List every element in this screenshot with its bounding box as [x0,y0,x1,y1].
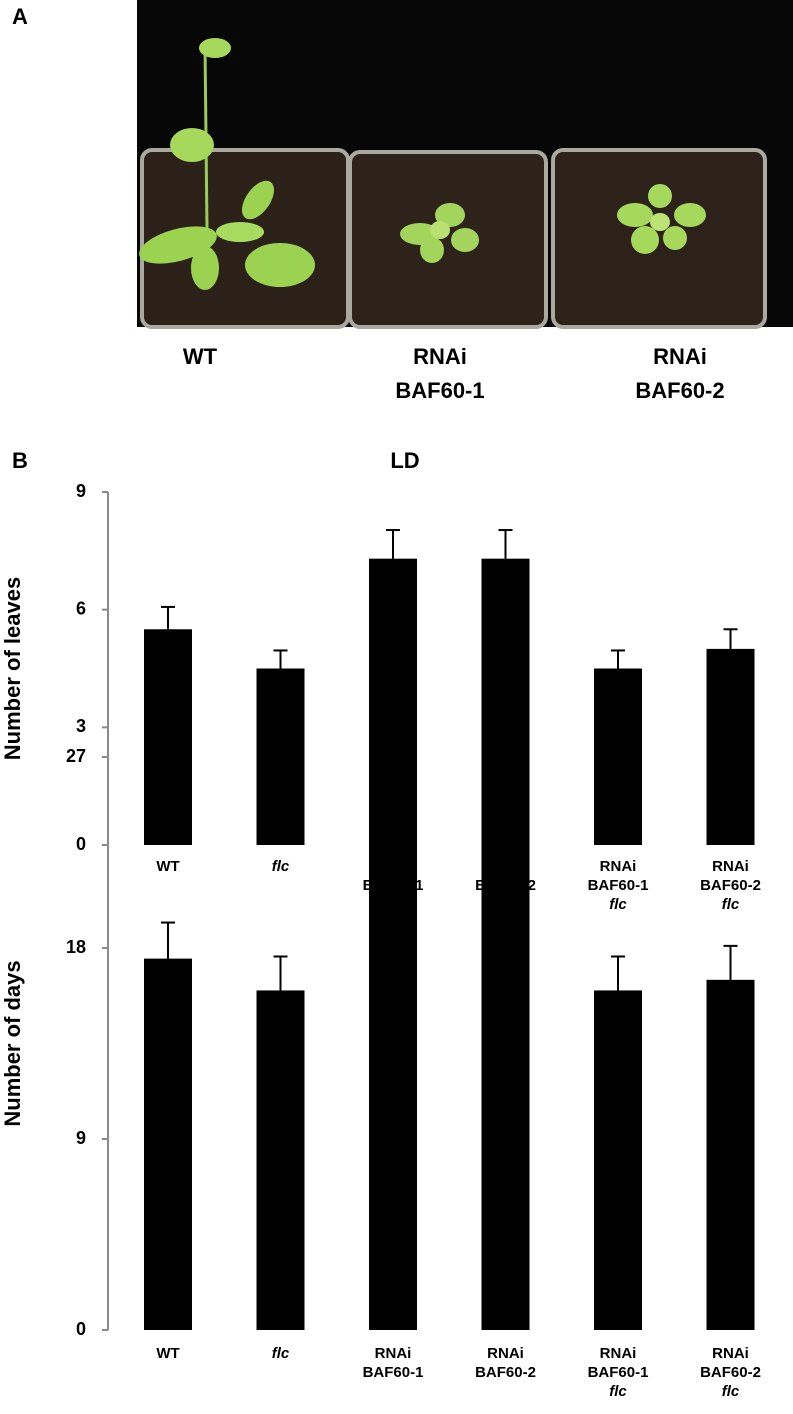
error-bar [723,944,738,980]
bar [594,668,642,845]
error-bar [723,628,738,649]
x-tick-label-line: RNAi [600,858,637,875]
x-tick-label: flc [272,858,290,875]
x-tick-label: RNAi BAF60-2 [475,1345,536,1381]
x-tick-label-line: flc [722,1383,740,1400]
x-tick-label-line: flc [609,1383,627,1400]
bar [594,990,642,1330]
x-tick-label: RNAi BAF60-2 flc [700,858,761,913]
panel-label: A [12,4,28,29]
photo [137,0,793,329]
photo-label-line: BAF60-2 [635,378,724,403]
x-tick-label-line: BAF60-1 [363,1364,424,1381]
error-bar [498,529,513,559]
x-tick-label-line: flc [722,896,740,913]
y-tick-label: 9 [76,481,86,501]
x-tick-label-line: RNAi [375,1345,412,1362]
panel-label: B [12,448,28,473]
error-bar [386,792,400,842]
y-tick-label: 18 [66,937,86,957]
bar [256,668,305,845]
error-bar [161,921,175,959]
chart-title: LD [390,448,419,473]
x-tick-label-line: BAF60-1 [588,877,649,894]
x-tick-label-line: flc [609,896,627,913]
y-tick-label: 0 [76,1319,86,1339]
x-tick-label-line: BAF60-2 [700,877,761,894]
x-tick-label: RNAi BAF60-2 flc [700,1345,761,1400]
photo-label: WT [183,344,218,369]
x-tick-label-line: BAF60-2 [475,1364,536,1381]
x-tick-label: RNAi BAF60-1 [363,1345,424,1381]
x-tick-label-line: WT [156,1345,179,1362]
photo-label-line: RNAi [413,344,467,369]
x-tick-label-line: WT [156,858,179,875]
x-tick-label-line: RNAi [712,1345,749,1362]
y-tick-label: 3 [76,716,86,736]
x-tick-label-line: flc [272,1345,290,1362]
x-tick-label-line: RNAi [487,1345,524,1362]
error-bar [611,649,625,669]
x-tick-label: RNAi BAF60-1 flc [588,858,649,913]
x-tick-label: WT [156,858,179,875]
x-tick-label-line: flc [272,858,290,875]
bar [369,841,417,1330]
y-axis-label: Number of days [0,960,25,1126]
y-tick-label: 9 [76,1128,86,1148]
bar [481,831,530,1330]
x-tick-label-line: BAF60-1 [588,1364,649,1381]
error-bar [498,781,513,832]
error-bar [386,529,400,559]
photo-label: RNAi BAF60-1 [395,344,484,403]
error-bar [273,955,288,991]
photo-label: RNAi BAF60-2 [635,344,724,403]
bar [144,629,192,845]
y-tick-label: 27 [66,746,86,766]
photo-label-line: RNAi [653,344,707,369]
bar [706,979,755,1330]
x-tick-label: flc [272,1345,290,1362]
error-bar [611,955,625,991]
error-bar [273,649,288,669]
error-bar [161,605,175,630]
bar [706,648,755,845]
x-tick-label-line: RNAi [712,858,749,875]
y-tick-label: 0 [76,834,86,854]
x-tick-label-line: RNAi [600,1345,637,1362]
bar [256,990,305,1330]
x-tick-label: WT [156,1345,179,1362]
photo-label-line: BAF60-1 [395,378,484,403]
bar [144,958,192,1330]
x-tick-label-line: BAF60-2 [700,1364,761,1381]
photo-label-line: WT [183,344,218,369]
x-tick-label: RNAi BAF60-1 flc [588,1345,649,1400]
y-axis-label: Number of leaves [0,577,25,760]
y-tick-label: 6 [76,598,86,618]
